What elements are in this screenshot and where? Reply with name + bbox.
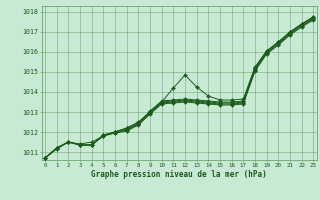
X-axis label: Graphe pression niveau de la mer (hPa): Graphe pression niveau de la mer (hPa)	[91, 170, 267, 179]
